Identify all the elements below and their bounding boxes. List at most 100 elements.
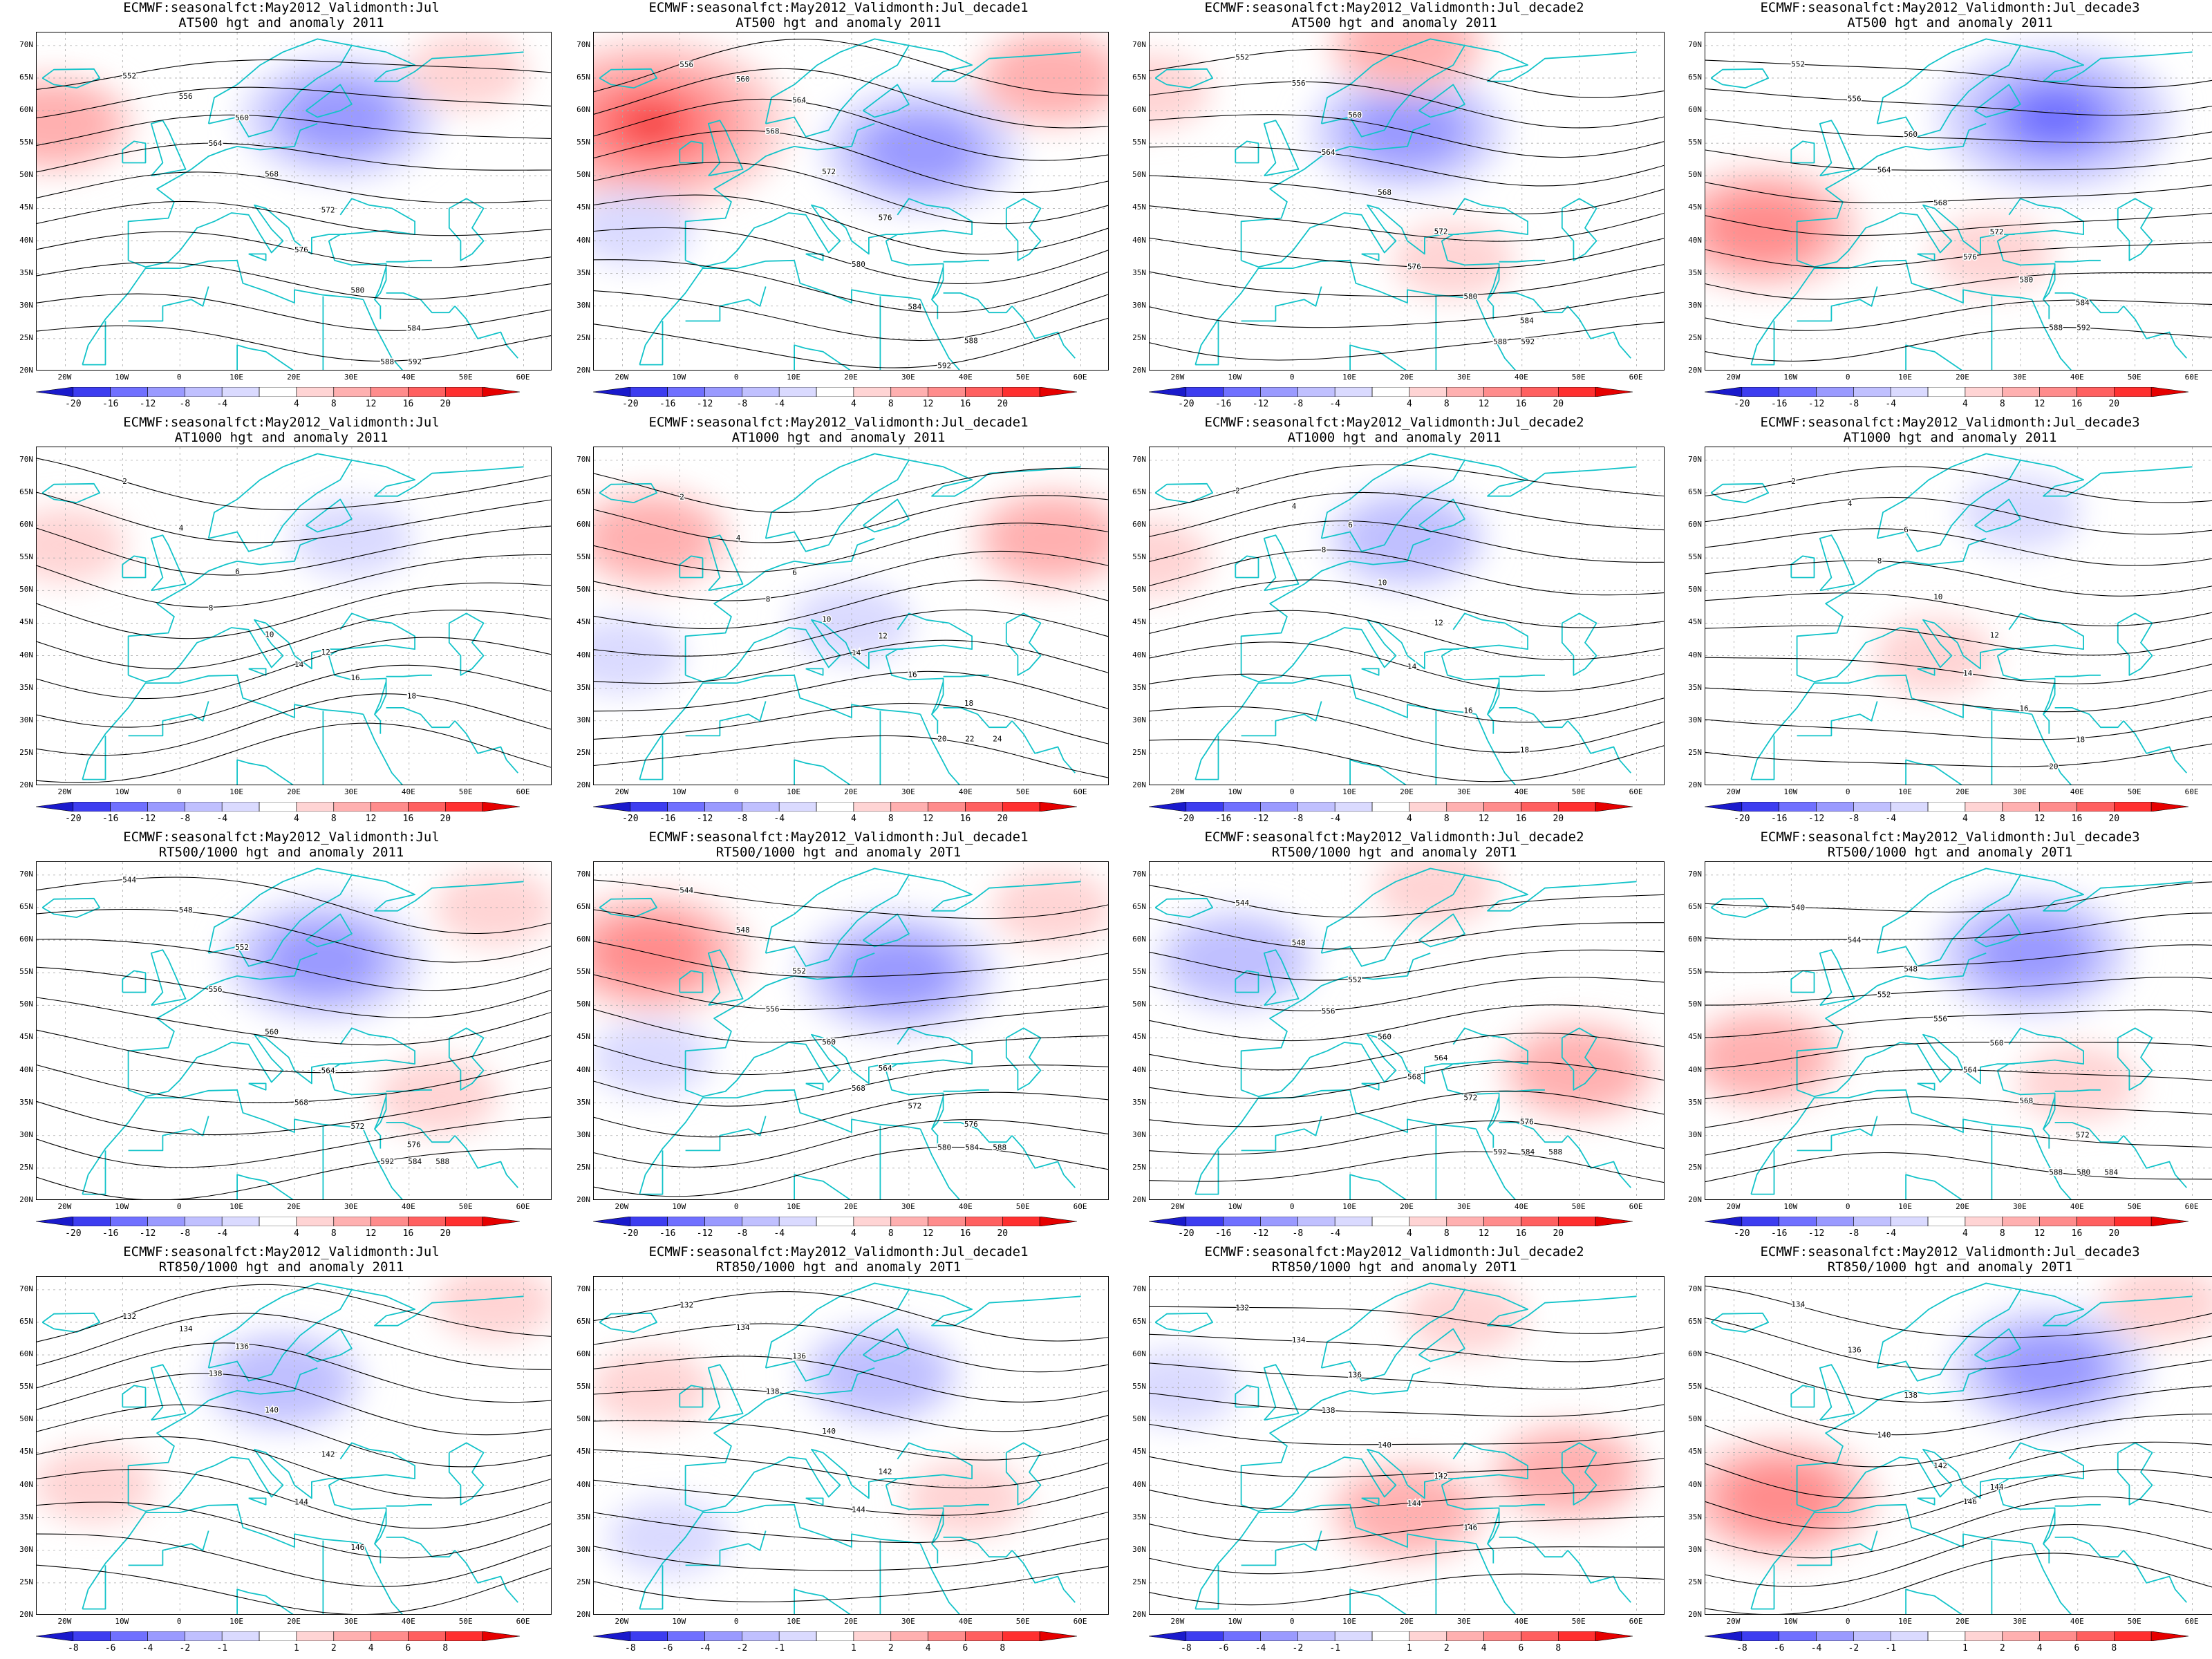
isoline — [1150, 205, 1664, 242]
coastline — [1241, 1033, 1459, 1098]
contour-value-label: 132 — [122, 1312, 136, 1321]
map-frame: 132 134 136 138 140 142 144 146 — [36, 1276, 552, 1615]
colorbar-segment — [2002, 802, 2040, 812]
longitude-label: 30E — [901, 1202, 915, 1211]
colorbar-segment — [1039, 802, 1077, 812]
colorbar — [1149, 1217, 1633, 1226]
colorbar-tick-label: 16 — [2071, 814, 2083, 824]
colorbar-segment — [185, 1631, 223, 1641]
colorbar — [1149, 387, 1633, 397]
isoline — [1150, 321, 1664, 361]
contour-value-label: 568 — [1378, 188, 1391, 197]
longitude-label: 50E — [458, 1617, 473, 1626]
coastline — [328, 198, 415, 242]
latitude-label: 45N — [577, 203, 590, 212]
colorbar-tick-label: 2 — [888, 1643, 894, 1653]
coastline — [1974, 84, 2021, 118]
colorbar — [1705, 1217, 2188, 1226]
latitude-label: 55N — [19, 552, 33, 562]
country-border — [82, 321, 106, 366]
coastline — [1441, 1070, 1500, 1130]
longitude-label: 20W — [1170, 1202, 1185, 1211]
contour-value-label: 580 — [937, 1143, 951, 1152]
coastline — [1361, 1082, 1380, 1091]
map-canvas: 544 548 552 556 560 564 568 572 576 580 584 588 — [594, 862, 1108, 1199]
coastline — [374, 1096, 387, 1149]
coastline — [448, 198, 485, 261]
colorbar-tick-label: 6 — [962, 1643, 968, 1653]
colorbar-segment — [73, 802, 111, 812]
coastline — [885, 1027, 973, 1071]
isoline — [1150, 1333, 1664, 1362]
contour-value-label: 548 — [1292, 939, 1306, 948]
latitude-label: 35N — [577, 1097, 590, 1107]
negative-anomaly-area — [2014, 92, 2096, 142]
longitude-label: 50E — [1571, 1617, 1586, 1626]
colorbar-tick-label: -8 — [1292, 1228, 1304, 1239]
country-border — [386, 674, 432, 677]
isoline — [594, 1449, 1108, 1489]
country-border — [1499, 674, 1545, 677]
longitude-label: 0 — [733, 1617, 739, 1626]
coastline — [374, 1510, 387, 1564]
coastline — [351, 874, 524, 912]
latitude-label: 35N — [577, 1512, 590, 1521]
map-panel: ECMWF:seasonalfct:May2012_Validmonth:Jul… — [1677, 415, 2212, 830]
longitude-label: 60E — [516, 1617, 530, 1626]
contour-value-label: 552 — [1791, 60, 1805, 69]
isoline — [1150, 706, 1664, 753]
coastline — [122, 555, 147, 579]
contour-value-label: 22 — [965, 735, 974, 744]
latitude-label: 65N — [1132, 72, 1146, 82]
isoline — [1705, 1124, 2212, 1156]
colorbar-tick-label: -1 — [216, 1643, 228, 1653]
longitude-label: 60E — [516, 1202, 530, 1211]
colorbar-tick-label: 4 — [851, 399, 856, 409]
coastline — [1974, 498, 2021, 533]
country-border — [1349, 759, 1407, 785]
coastline — [1240, 538, 1431, 675]
latitude-label: 45N — [1132, 203, 1146, 212]
coastline — [885, 198, 973, 242]
colorbar-tick-label: -20 — [622, 1228, 639, 1239]
longitude-label: 20E — [1400, 1617, 1414, 1626]
coastline — [1997, 198, 2084, 242]
longitude-label: 40E — [958, 373, 973, 382]
colorbar-tick-label: 8 — [442, 1643, 449, 1653]
coastline — [1796, 123, 1987, 261]
longitude-label: 10W — [1228, 1202, 1242, 1211]
contour-value-label: 140 — [822, 1427, 836, 1436]
map-panel: ECMWF:seasonalfct:May2012_Validmonth:Jul… — [565, 830, 1112, 1244]
isoline — [1705, 1285, 2212, 1338]
coastline — [1790, 555, 1815, 579]
coastline — [2123, 306, 2187, 359]
colorbar-segment — [444, 1217, 483, 1226]
contour-value-label: 580 — [852, 260, 865, 269]
isoline — [594, 1091, 1108, 1138]
colorbar-segment — [704, 802, 742, 812]
contour-value-label: 584 — [2076, 298, 2090, 307]
isoline — [594, 735, 1108, 778]
colorbar-segment — [221, 387, 260, 397]
country-border — [943, 706, 1013, 729]
colorbar — [1705, 802, 2188, 812]
colorbar-segment — [2113, 802, 2152, 812]
coastline — [1876, 453, 2021, 552]
map-panel: ECMWF:seasonalfct:May2012_Validmonth:Jul… — [8, 1244, 554, 1659]
longitude-label: 10E — [787, 373, 801, 382]
latitude-label: 40N — [577, 650, 590, 659]
longitude-label: 40E — [1514, 373, 1528, 382]
contour-value-label: 6 — [235, 568, 240, 577]
coastline — [707, 120, 744, 177]
latitude-label: 45N — [577, 1032, 590, 1042]
isoline — [594, 941, 1108, 977]
colorbar-tick-label: -12 — [1808, 1228, 1825, 1239]
colorbar-segment — [1149, 1217, 1187, 1226]
longitude-label: 60E — [2184, 1202, 2199, 1211]
contour-value-label: 584 — [407, 324, 421, 333]
colorbar-segment — [444, 1631, 483, 1641]
isoline — [594, 671, 1108, 712]
panel-subtitle: AT500 hgt and anomaly 2011 — [178, 15, 384, 30]
latitude-label: 65N — [577, 72, 590, 82]
latitude-label: 25N — [577, 1162, 590, 1172]
